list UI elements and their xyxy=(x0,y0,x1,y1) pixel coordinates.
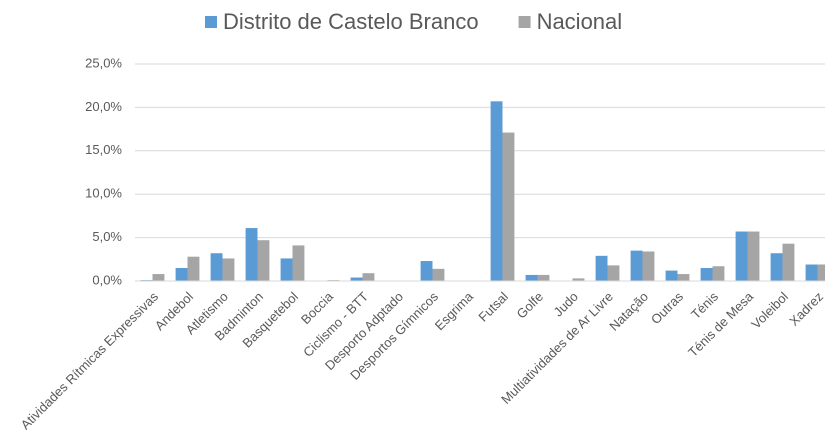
bar xyxy=(525,274,538,281)
bar xyxy=(572,278,585,281)
bar xyxy=(782,243,795,281)
x-tick-label: Judo xyxy=(551,289,582,320)
y-tick-label: 15,0% xyxy=(85,142,122,157)
bar xyxy=(187,256,200,281)
bar xyxy=(280,258,293,281)
bar xyxy=(665,270,678,281)
bar xyxy=(175,267,188,281)
bar xyxy=(362,273,375,281)
bar xyxy=(595,255,608,281)
y-tick-label: 0,0% xyxy=(92,272,122,287)
bar xyxy=(630,250,643,281)
bar xyxy=(735,231,748,281)
x-tick-label: Natação xyxy=(606,289,651,334)
x-tick-label: Voleibol xyxy=(748,289,791,332)
legend-label: Distrito de Castelo Branco xyxy=(223,9,479,34)
x-tick-label: Xadrez xyxy=(786,289,825,329)
bar xyxy=(432,268,445,281)
bar xyxy=(257,240,270,281)
x-tick-label: Futsal xyxy=(475,289,511,325)
x-tick-label: Golfe xyxy=(513,289,546,322)
bar xyxy=(350,277,363,281)
x-tick-label: Atividades Rítmicas Expressivas xyxy=(18,289,162,433)
bar xyxy=(490,101,503,281)
bar xyxy=(292,245,305,281)
y-tick-label: 5,0% xyxy=(92,229,122,244)
y-tick-label: 25,0% xyxy=(85,55,122,70)
bar xyxy=(537,274,550,281)
bar xyxy=(152,274,165,281)
x-tick-label: Ténis de Mesa xyxy=(685,288,756,359)
bar xyxy=(642,251,655,281)
bar xyxy=(245,228,258,281)
bar xyxy=(210,253,223,281)
legend-swatch xyxy=(518,16,531,28)
bar xyxy=(502,132,515,281)
bar xyxy=(677,274,690,281)
bar xyxy=(817,264,825,281)
legend-label: Nacional xyxy=(537,9,623,34)
bar xyxy=(770,253,783,281)
x-tick-label: Outras xyxy=(648,289,687,328)
y-tick-label: 10,0% xyxy=(85,186,122,201)
bar xyxy=(222,258,235,281)
y-tick-label: 20,0% xyxy=(85,99,122,114)
x-tick-label: Esgrima xyxy=(432,288,477,333)
bar xyxy=(420,261,433,281)
bar xyxy=(805,264,818,281)
legend-swatch xyxy=(205,16,217,28)
bar xyxy=(712,266,725,281)
bar xyxy=(607,265,620,281)
bar xyxy=(747,231,760,281)
bar xyxy=(700,267,713,281)
